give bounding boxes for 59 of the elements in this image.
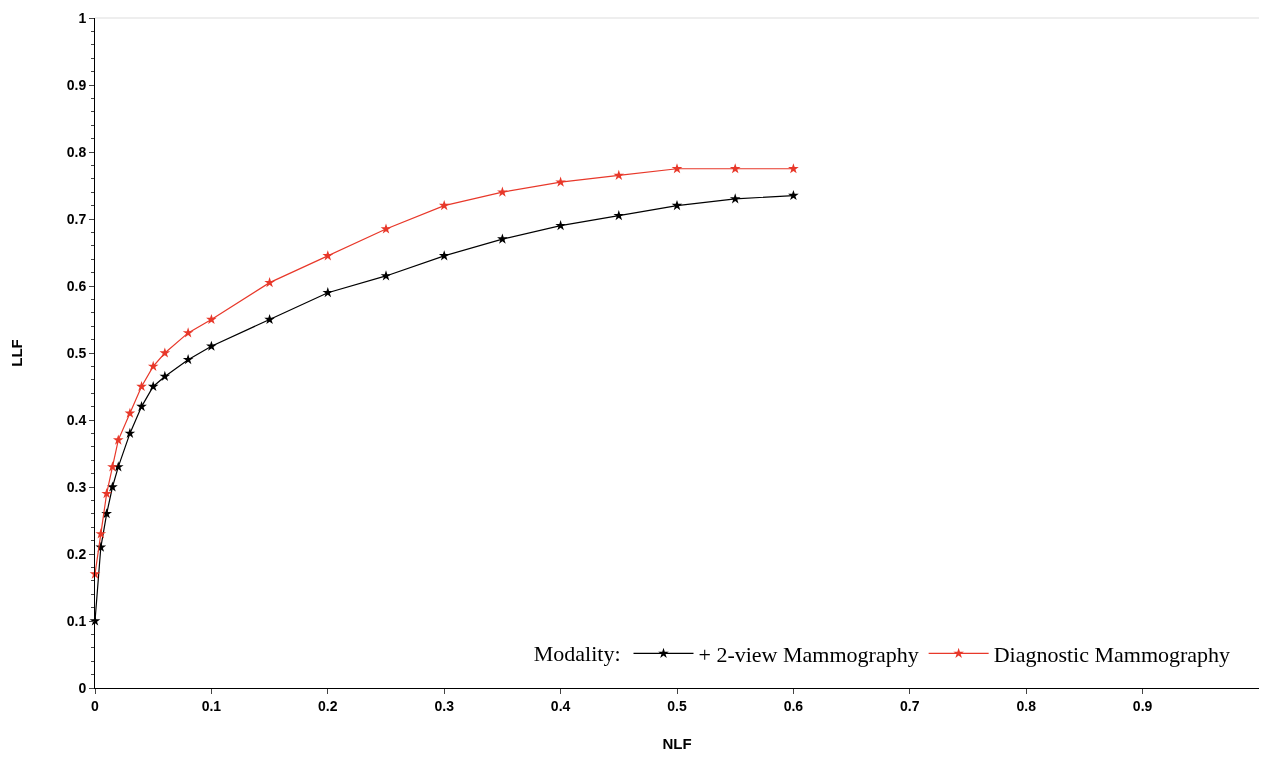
- y-tick-label: 0: [78, 679, 87, 696]
- point: [729, 163, 741, 174]
- point: [124, 427, 136, 438]
- point: [671, 200, 683, 211]
- point: [107, 461, 118, 472]
- point: [147, 380, 159, 392]
- x-tick-label: 0: [91, 697, 100, 714]
- x-axis-title: NLF: [662, 734, 692, 752]
- x-tick-label: 0.3: [434, 697, 455, 714]
- point: [555, 220, 566, 231]
- point: [729, 193, 741, 204]
- point: [322, 287, 334, 298]
- x-tick-label: 0.5: [667, 697, 687, 714]
- point: [380, 223, 392, 234]
- point: [788, 189, 799, 201]
- point: [95, 528, 107, 539]
- point: [206, 313, 217, 325]
- point: [671, 163, 683, 174]
- point: [264, 277, 275, 288]
- point: [322, 250, 334, 261]
- x-tick-label: 0.2: [318, 697, 338, 714]
- point: [788, 163, 799, 174]
- point: [613, 210, 625, 221]
- point: [438, 200, 450, 211]
- point: [613, 169, 625, 180]
- point: [264, 313, 275, 325]
- x-tick-label: 0.7: [900, 697, 920, 714]
- point: [206, 340, 217, 351]
- point: [497, 233, 508, 244]
- point: [101, 488, 112, 499]
- y-tick-label: 0.5: [66, 344, 87, 361]
- y-tick-label: 0.6: [66, 277, 87, 294]
- legend-label: + 2-view Mammography: [698, 641, 919, 667]
- y-tick-label: 0.2: [66, 545, 87, 562]
- x-tick-label: 0.1: [201, 697, 222, 714]
- point: [497, 186, 508, 197]
- x-tick-label: 0.8: [1016, 697, 1037, 714]
- y-tick-label: 0.9: [66, 76, 87, 93]
- y-tick-label: 0.7: [66, 210, 87, 227]
- x-tick-label: 0.6: [783, 697, 804, 714]
- y-tick-label: 0.8: [66, 143, 87, 160]
- y-tick-label: 0.1: [66, 612, 87, 629]
- point: [159, 347, 171, 358]
- point: [182, 327, 194, 338]
- point: [555, 176, 566, 187]
- point: [107, 481, 118, 492]
- y-tick-label: 1: [78, 9, 87, 26]
- legend-label: Diagnostic Mammography: [993, 641, 1231, 667]
- y-axis-title: LLF: [7, 339, 25, 367]
- point: [182, 354, 194, 365]
- point: [136, 380, 147, 392]
- y-tick-label: 0.4: [66, 411, 87, 428]
- x-tick-label: 0.4: [550, 697, 571, 714]
- legend-title: Modality:: [533, 641, 621, 667]
- x-tick-label: 0.9: [1132, 697, 1153, 714]
- point: [159, 370, 171, 381]
- point: [136, 401, 147, 412]
- y-tick-label: 0.3: [66, 478, 87, 495]
- point: [112, 434, 124, 445]
